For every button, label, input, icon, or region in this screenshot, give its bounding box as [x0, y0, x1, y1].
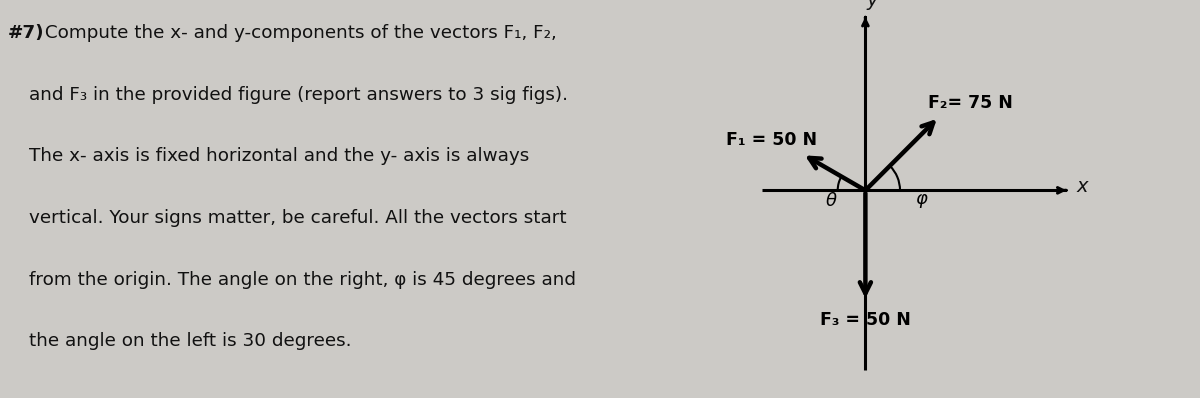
Text: and F₃ in the provided figure (report answers to 3 sig figs).: and F₃ in the provided figure (report an…: [29, 86, 568, 103]
Text: from the origin. The angle on the right, φ is 45 degrees and: from the origin. The angle on the right,…: [29, 271, 576, 289]
Text: the angle on the left is 30 degrees.: the angle on the left is 30 degrees.: [29, 332, 352, 350]
Text: vertical. Your signs matter, be careful. All the vectors start: vertical. Your signs matter, be careful.…: [29, 209, 566, 227]
Text: #7): #7): [7, 24, 44, 42]
Text: x: x: [1076, 178, 1088, 196]
Text: F₁ = 50 N: F₁ = 50 N: [726, 131, 817, 149]
Text: F₃ = 50 N: F₃ = 50 N: [820, 311, 911, 329]
Text: θ: θ: [826, 192, 836, 210]
Text: Compute the x- and y-components of the vectors F₁, F₂,: Compute the x- and y-components of the v…: [38, 24, 557, 42]
Text: φ: φ: [916, 190, 928, 208]
Text: y: y: [866, 0, 878, 10]
Text: F₂= 75 N: F₂= 75 N: [928, 94, 1013, 112]
Text: The x- axis is fixed horizontal and the y- axis is always: The x- axis is fixed horizontal and the …: [29, 147, 529, 165]
